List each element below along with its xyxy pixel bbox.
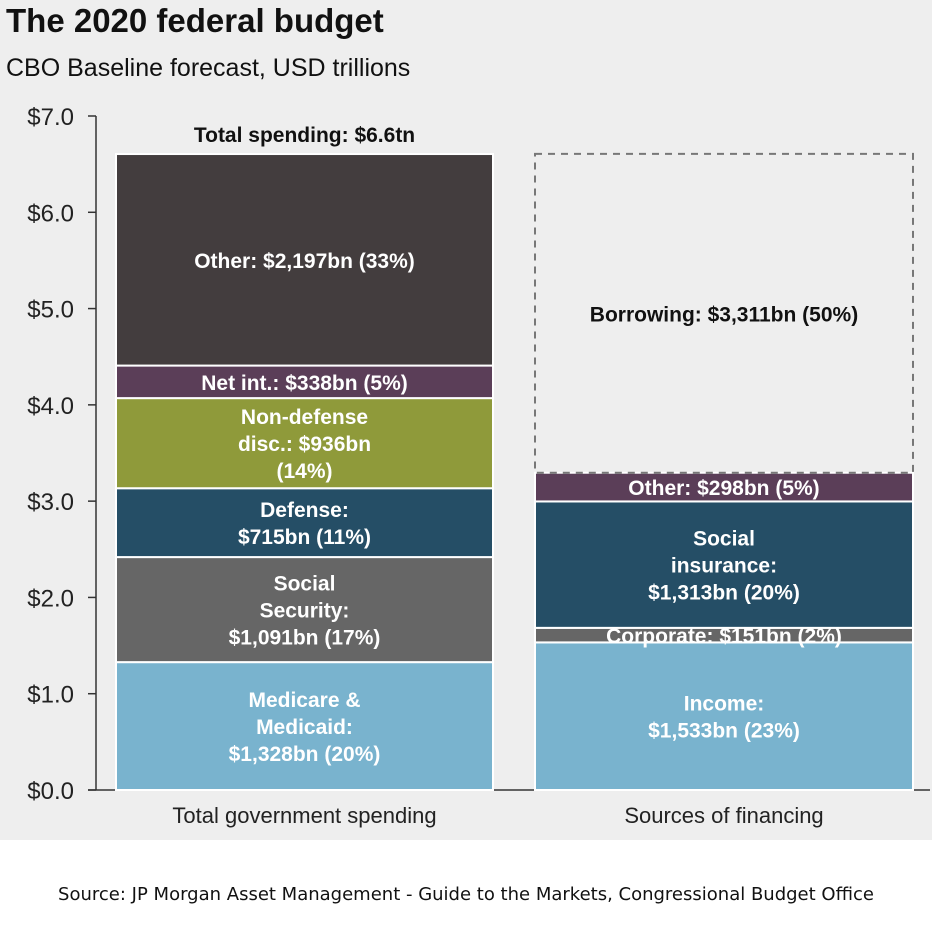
segment-label: Other: $298bn (5%) bbox=[628, 477, 819, 500]
segment-label: $1,091bn (17%) bbox=[229, 627, 381, 650]
segment-label: $1,313bn (20%) bbox=[648, 582, 800, 605]
segment-label: Borrowing: $3,311bn (50%) bbox=[590, 303, 858, 326]
bar-segment bbox=[534, 641, 914, 791]
segment-label: Non-defense bbox=[241, 406, 368, 429]
segment-labels: Medicare & Medicaid: $1,328bn (20%) Social S… bbox=[172, 124, 858, 828]
segment-label: Net int.: $338bn (5%) bbox=[201, 372, 408, 395]
bar-segment bbox=[115, 397, 494, 490]
y-tick-label: $7.0 bbox=[27, 104, 74, 131]
segment-label: Corporate: $151bn (2%) bbox=[606, 625, 842, 648]
chart-title: The 2020 federal budget bbox=[6, 2, 384, 39]
bars bbox=[115, 152, 914, 791]
y-tick-label: $4.0 bbox=[27, 393, 74, 420]
chart-subtitle: CBO Baseline forecast, USD trillions bbox=[6, 54, 411, 82]
segment-label: Medicare & bbox=[248, 689, 360, 712]
y-tick-label: $5.0 bbox=[27, 297, 74, 324]
segment-label: $1,328bn (20%) bbox=[229, 743, 381, 766]
y-tick-label: $1.0 bbox=[27, 682, 74, 709]
bar-segment bbox=[115, 153, 494, 367]
segment-label: $715bn (11%) bbox=[238, 526, 371, 549]
stacked-bar-chart: $0.0 $1.0 $2.0 $3.0 $4.0 $5.0 $6.0 $7.0 Medicar… bbox=[27, 104, 930, 828]
y-tick-label: $3.0 bbox=[27, 489, 74, 516]
segment-label: Security: bbox=[260, 600, 350, 623]
segment-label: Other: $2,197bn (33%) bbox=[194, 250, 415, 273]
bar-segment bbox=[534, 152, 914, 474]
bar-segment bbox=[115, 487, 494, 559]
segment-label: Defense: bbox=[260, 499, 349, 522]
y-tick-label: $6.0 bbox=[27, 200, 74, 227]
segment-label: Social bbox=[693, 528, 755, 551]
segment-label: Medicaid: bbox=[256, 716, 353, 739]
source-note: Source: JP Morgan Asset Management - Gui… bbox=[58, 884, 874, 905]
bar-segment bbox=[534, 500, 914, 629]
bar-segment bbox=[534, 471, 914, 503]
x-category-label: Sources of financing bbox=[624, 803, 823, 828]
bar-segment bbox=[115, 556, 494, 664]
segment-label: (14%) bbox=[276, 460, 332, 483]
segment-label: Income: bbox=[684, 693, 765, 716]
segment-label: $1,533bn (23%) bbox=[648, 720, 800, 743]
segment-label: Social bbox=[274, 573, 336, 596]
x-category-label: Total government spending bbox=[172, 803, 436, 828]
total-spending-label: Total spending: $6.6tn bbox=[194, 124, 415, 147]
segment-label: disc.: $936bn bbox=[238, 433, 371, 456]
y-tick-label: $2.0 bbox=[27, 585, 74, 612]
y-tick-label: $0.0 bbox=[27, 778, 74, 805]
segment-label: insurance: bbox=[671, 555, 777, 578]
